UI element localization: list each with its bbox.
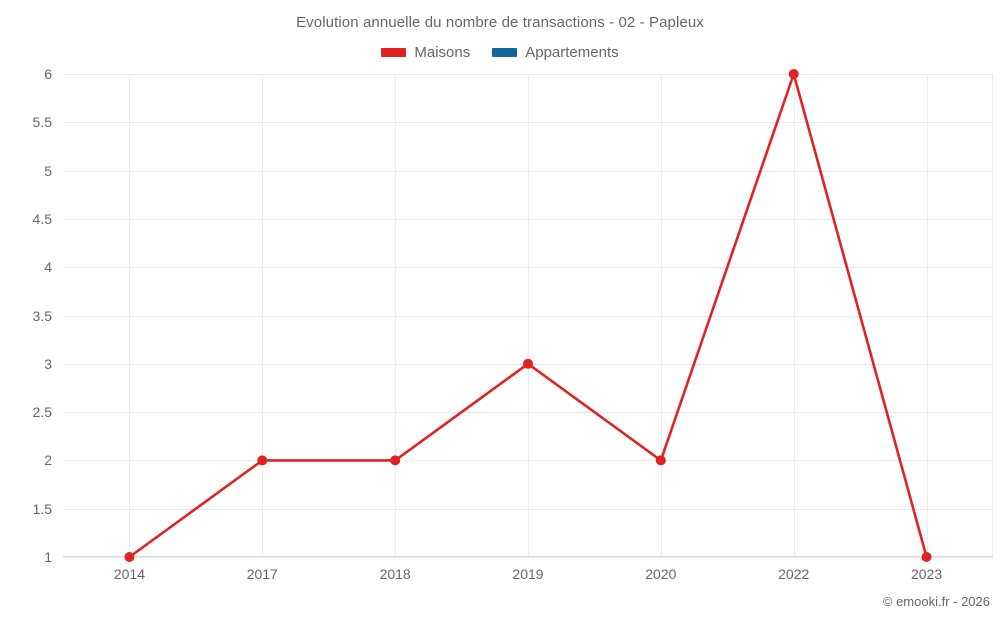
data-point-marker[interactable]: [523, 358, 533, 369]
gridline-vertical: [926, 74, 928, 557]
legend-swatch-appartements-icon: [492, 48, 518, 57]
gridline-vertical: [992, 74, 993, 557]
y-axis-tick-label: 6: [44, 66, 52, 82]
series-line-maisons: [128, 72, 928, 559]
gridline-vertical: [660, 74, 662, 557]
plot-area: [63, 69, 993, 562]
y-axis-tick-label: 1: [44, 549, 52, 565]
data-point-marker[interactable]: [257, 455, 268, 466]
y-axis-tick-label: 4.5: [32, 210, 52, 227]
x-axis-tick-label: 2018: [379, 566, 411, 582]
data-point-marker[interactable]: [390, 455, 401, 466]
data-point-marker[interactable]: [655, 455, 666, 466]
y-axis-tick-label: 4: [44, 259, 52, 276]
data-point-marker[interactable]: [788, 69, 799, 79]
legend-label-appartements: Appartements: [525, 44, 619, 61]
x-axis-tick-label: 2014: [113, 566, 145, 582]
gridline-horizontal: [63, 557, 993, 558]
gridline-vertical: [262, 74, 264, 557]
chart-title: Evolution annuelle du nombre de transact…: [296, 14, 704, 31]
legend-item-appartements[interactable]: Appartements: [492, 44, 619, 61]
y-axis-tick-labels: 1 1.5 2 2.5 3 3.5 4 4.5 5 5.5 6: [0, 66, 52, 565]
legend-swatch-maisons-icon: [381, 48, 407, 57]
x-axis-tick-label: 2017: [246, 566, 278, 582]
gridline-vertical: [528, 74, 529, 557]
y-axis-tick-label: 3.5: [32, 307, 52, 324]
legend-label-maisons: Maisons: [414, 44, 471, 61]
y-axis-tick-label: 3: [44, 355, 52, 372]
x-axis-line: [63, 556, 993, 557]
chart-legend: Maisons Appartements: [0, 44, 1000, 61]
y-axis-tick-label: 2.5: [32, 404, 52, 421]
legend-item-maisons[interactable]: Maisons: [381, 44, 470, 61]
x-axis-tick-label: 2023: [910, 566, 943, 582]
gridline-vertical: [793, 74, 795, 557]
gridline-vertical: [395, 74, 397, 557]
y-axis-tick-label: 5: [44, 162, 52, 179]
y-axis-tick-label: 1.5: [32, 500, 52, 517]
data-point-marker[interactable]: [921, 552, 932, 562]
series-plot: [124, 69, 932, 562]
chart-footer-credit: © emooki.fr - 2026: [882, 594, 990, 609]
gridline-vertical: [129, 74, 131, 557]
x-axis-tick-label: 2019: [512, 566, 544, 582]
y-axis-tick-label: 5.5: [32, 114, 52, 131]
data-point-marker[interactable]: [124, 552, 135, 562]
y-axis-tick-label: 2: [44, 452, 52, 469]
x-axis-tick-labels: 2014 2017 2018 2019 2020 2022 2023: [63, 566, 993, 590]
x-axis-tick-label: 2020: [645, 566, 677, 582]
x-axis-tick-label: 2022: [778, 566, 810, 582]
